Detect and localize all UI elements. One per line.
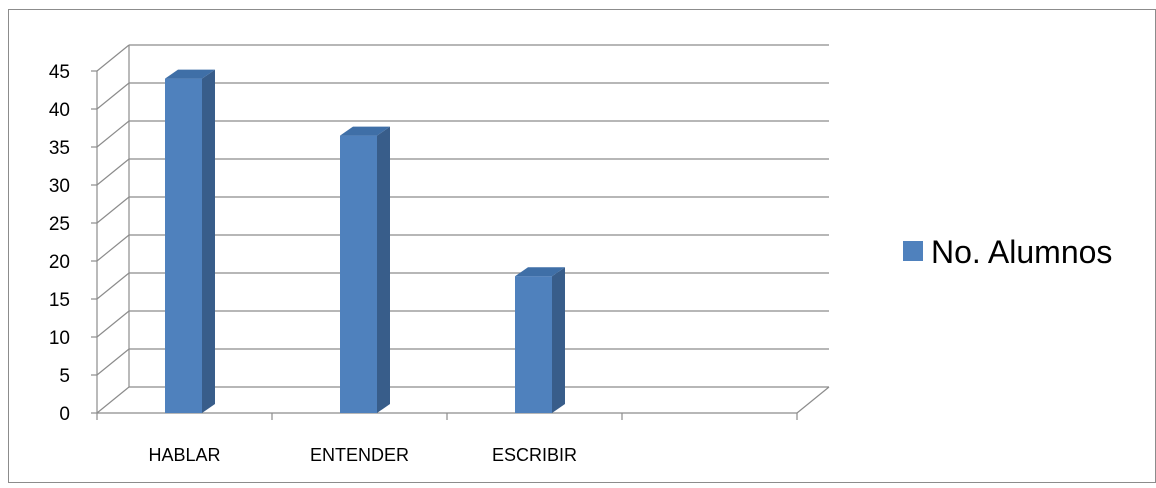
bar-top [340,126,390,136]
side-gridline [96,310,130,338]
legend-swatch [903,241,923,261]
bar-front [515,276,552,413]
y-tick-label: 5 [59,366,70,387]
x-tick-label: ENTENDER [310,445,409,465]
side-gridline [96,44,130,72]
y-tick-label: 35 [49,138,70,159]
bar-top [515,267,565,277]
y-tick-label: 15 [49,290,70,311]
side-gridline [96,234,130,262]
y-tick-label: 20 [49,252,70,273]
bar-side [202,69,215,413]
y-tick-label: 30 [49,176,70,197]
bar-side [552,267,565,413]
bar-front [165,78,202,413]
bars [165,69,565,413]
legend: No. Alumnos [903,234,1112,270]
y-tick-label: 40 [49,100,70,121]
x-tick-label: HABLAR [148,445,220,465]
y-tick-label: 10 [49,328,70,349]
side-gridline [96,82,130,110]
axes [91,70,798,420]
side-gridline [96,196,130,224]
bar-top [165,69,215,79]
side-gridline [96,348,130,376]
labels: 0 5 10 15 20 25 30 35 40 45 HABLAR ENTENDER ESCRIBIR [49,62,577,465]
side-gridline [96,120,130,148]
side-gridline [96,386,130,414]
bar-side [377,126,390,413]
bar-front [340,135,377,413]
bar [340,126,390,413]
legend-label: No. Alumnos [931,234,1112,270]
gridlines [96,44,830,414]
side-gridline [96,158,130,186]
y-tick-label: 45 [49,62,70,83]
bar [165,69,215,413]
y-tick-label: 0 [59,404,70,425]
bar [515,267,565,413]
y-tick-label: 25 [49,214,70,235]
floor-edge [796,386,830,414]
side-gridline [96,272,130,300]
x-tick-label: ESCRIBIR [492,445,577,465]
